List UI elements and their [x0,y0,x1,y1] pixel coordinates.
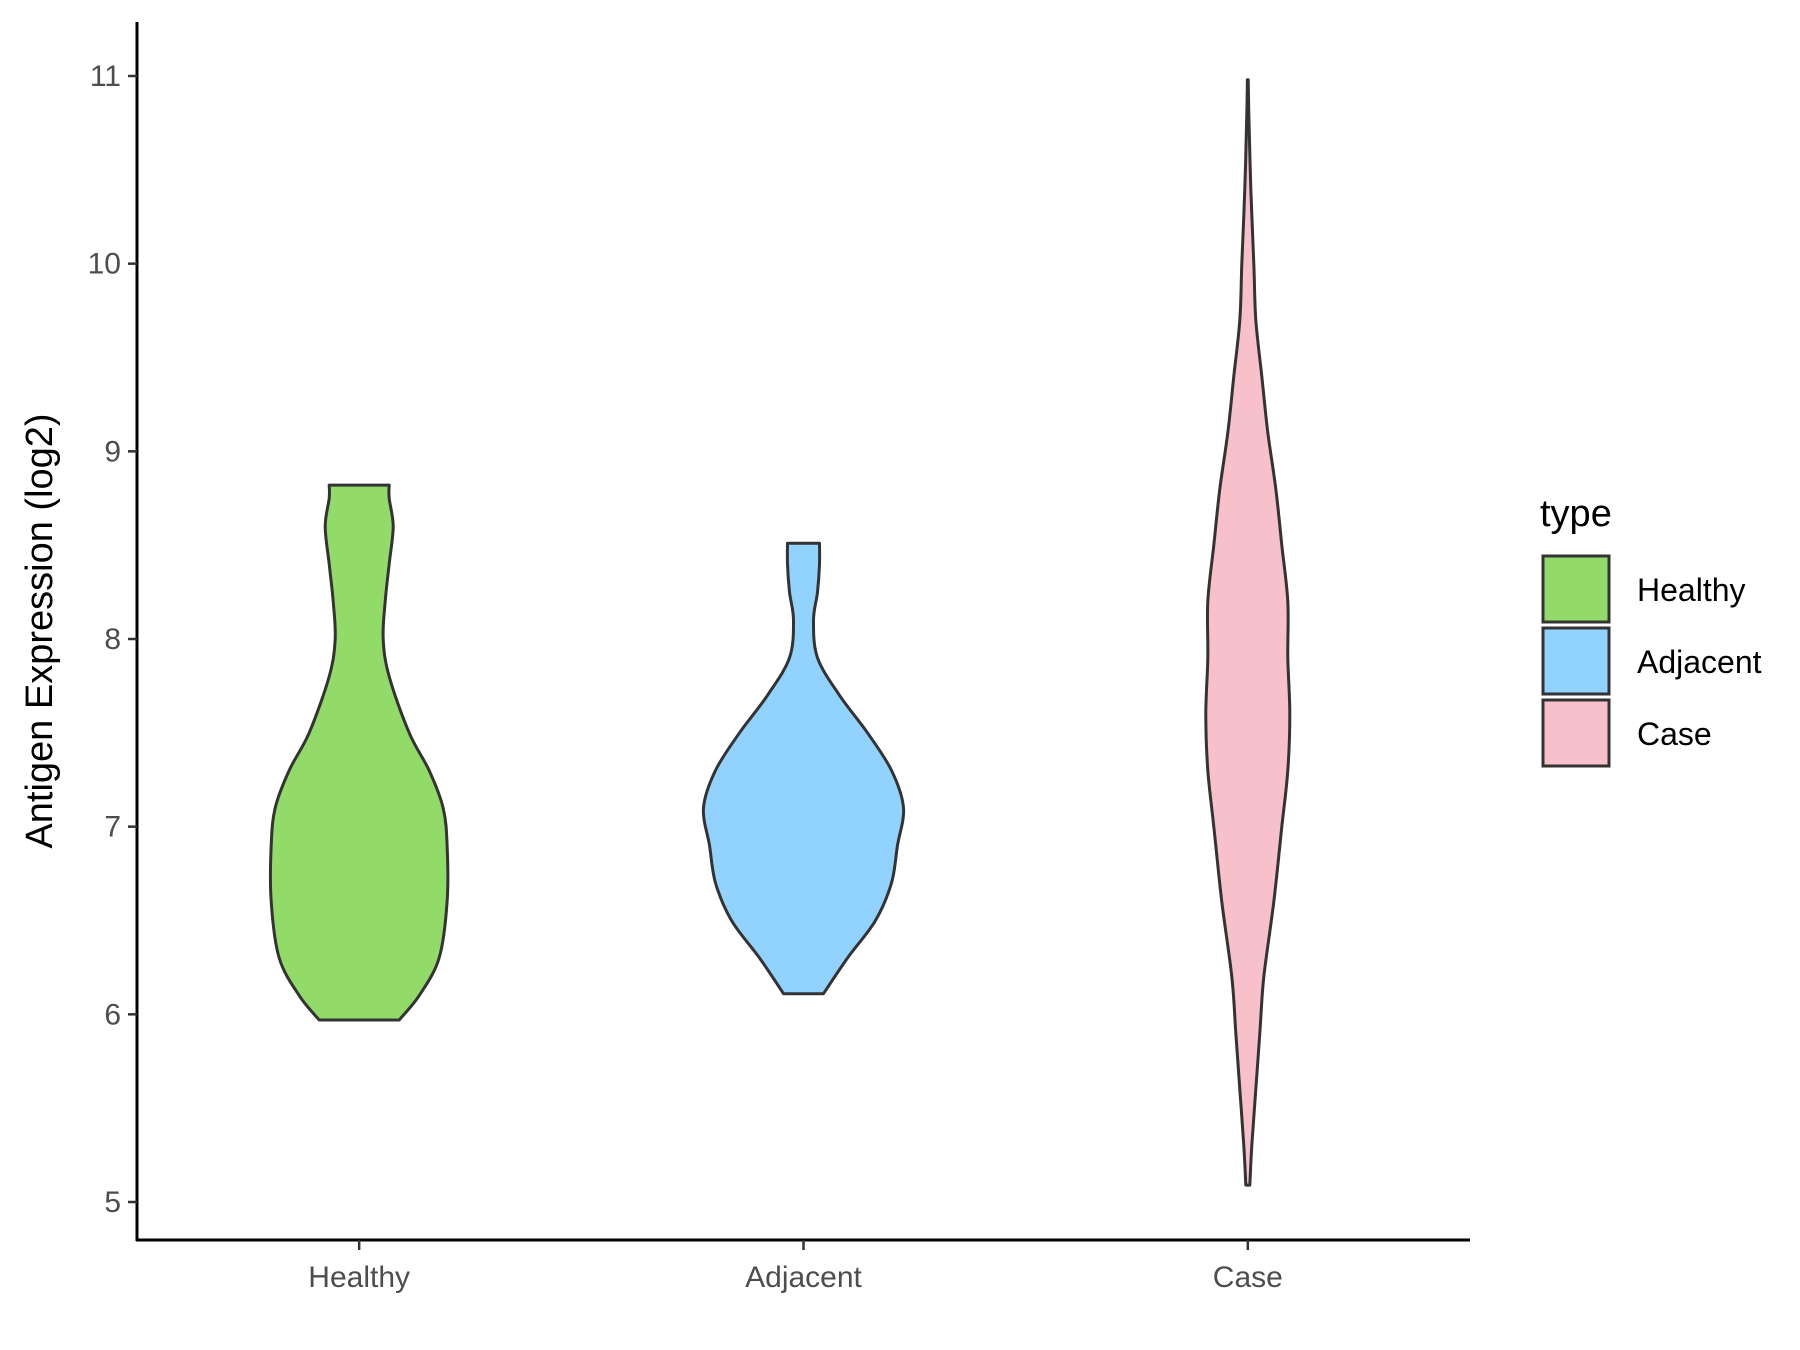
y-tick-label-10: 10 [88,248,121,281]
y-tick-label-11: 11 [90,60,121,93]
violin-healthy [268,483,450,1022]
legend-swatch-case [1541,698,1611,768]
y-tick-label-9: 9 [104,435,121,468]
x-tick-label-case: Case [1213,1261,1283,1294]
legend-items: Healthy Adjacent Case [1541,554,1762,768]
legend-label-healthy: Healthy [1637,572,1746,608]
y-tick-label-5: 5 [104,1186,121,1219]
violin-adjacent [701,541,906,996]
violin-case [1204,78,1292,1187]
x-tick-label-healthy: Healthy [308,1261,410,1294]
legend: type Healthy Adjacent Case [1540,493,1762,768]
violin-layer [268,78,1292,1187]
x-tick-label-adjacent: Adjacent [745,1261,862,1294]
y-axis-ticks: 5 6 7 8 9 10 11 [88,60,137,1219]
y-axis-title: Antigen Expression (log2) [19,413,61,848]
legend-swatch-healthy [1541,554,1611,624]
y-tick-label-7: 7 [104,811,121,844]
legend-label-adjacent: Adjacent [1637,644,1762,680]
x-axis-ticks: Healthy Adjacent Case [308,1240,1283,1294]
y-tick-label-8: 8 [104,623,121,656]
legend-label-case: Case [1637,716,1712,752]
y-tick-label-6: 6 [104,998,121,1031]
legend-title: type [1540,493,1612,535]
legend-swatch-adjacent [1541,626,1611,696]
